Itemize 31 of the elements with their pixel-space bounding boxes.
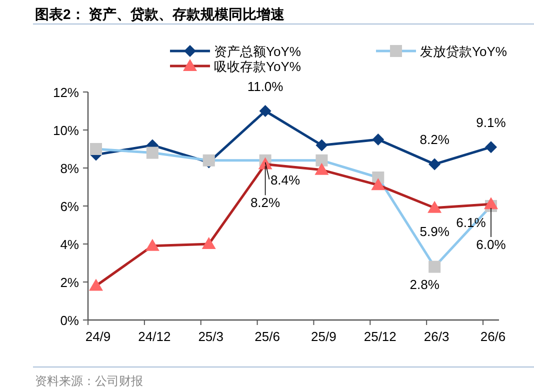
legend-label: 吸收存款YoY% <box>214 59 302 74</box>
x-tick-label: 25/3 <box>198 329 224 344</box>
data-label: 2.8% <box>410 276 440 292</box>
data-label: 8.4% <box>270 172 301 188</box>
y-tick-label: 4% <box>60 237 80 252</box>
data-label: 6.0% <box>476 237 506 252</box>
text: 资料来源：公司财报 <box>35 374 143 388</box>
x-tick-label: 25/12 <box>364 329 396 344</box>
x-tick-label: 26/3 <box>424 329 450 344</box>
legend-label: 发放贷款YoY% <box>420 44 508 59</box>
point <box>259 105 272 117</box>
y-tick-label: 12% <box>52 85 80 100</box>
point <box>428 158 441 170</box>
legend-label: 资产总额YoY% <box>214 44 302 59</box>
y-tick-label: 8% <box>60 161 80 176</box>
y-tick-label: 6% <box>60 199 80 214</box>
y-tick-label: 10% <box>52 123 80 138</box>
y-tick-label: 0% <box>60 313 80 328</box>
x-tick-label: 24/9 <box>85 329 111 344</box>
x-tick-label: 25/9 <box>311 329 336 344</box>
point <box>485 141 497 154</box>
data-label: 5.9% <box>420 224 450 239</box>
y-tick-label: 2% <box>60 275 80 290</box>
data-label: 8.2% <box>250 195 281 210</box>
x-tick-label: 25/6 <box>254 329 280 344</box>
point <box>372 134 384 146</box>
point <box>316 139 328 152</box>
data-label: 6.1% <box>456 215 486 230</box>
x-tick-label: 26/6 <box>480 329 506 344</box>
x-tick-label: 24/12 <box>138 329 171 344</box>
title: 图表2： 资产、贷款、存款规模同比增速 <box>35 6 285 22</box>
